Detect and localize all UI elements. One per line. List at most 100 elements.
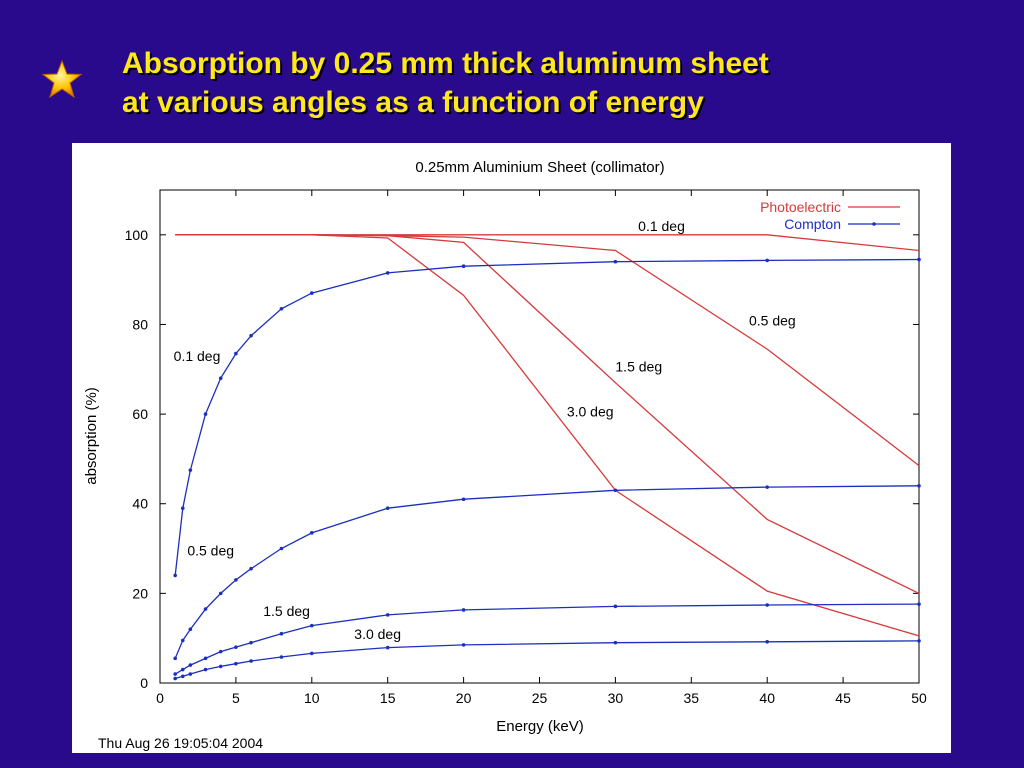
compton-data-point [917,639,921,643]
star-icon [41,59,83,99]
compton-data-point [310,651,314,656]
compton-data-point [203,656,208,661]
compton-data-point [218,649,223,654]
y-tick-label: 20 [132,585,148,601]
compton-data-point [180,667,185,672]
compton-data-point [385,613,390,617]
curve-annotation: 1.5 deg [263,603,310,619]
compton-data-point [249,640,253,645]
x-tick-label: 35 [684,690,700,706]
x-tick-label: 25 [532,690,548,706]
photoelectric-series-line-3 [175,234,920,637]
compton-data-point [279,631,284,636]
y-tick-label: 40 [132,496,148,512]
compton-data-point [385,645,390,650]
x-tick-label: 15 [380,690,396,706]
compton-data-point [765,603,769,607]
compton-data-point [234,351,238,356]
photoelectric-series-line-1 [175,234,920,467]
curve-annotation: 1.5 deg [615,359,662,375]
compton-data-point [218,591,223,596]
compton-data-point [279,306,284,311]
compton-data-point [279,546,284,551]
photoelectric-series-line-2 [175,234,920,594]
x-tick-label: 0 [156,690,164,706]
compton-data-point [218,376,223,381]
x-tick-label: 45 [835,690,851,706]
curve-annotation: 0.5 deg [749,312,796,328]
compton-data-point [765,485,769,489]
compton-data-point [203,412,208,416]
compton-data-point [203,667,208,672]
photoelectric-series-line-0 [175,234,920,252]
legend-compton-marker [872,222,876,226]
compton-data-point [173,672,177,676]
compton-series-line-6 [174,603,920,675]
compton-series-line-4 [174,258,920,576]
x-tick-label: 10 [304,690,320,706]
compton-data-point [613,259,618,264]
compton-data-point [180,506,185,511]
compton-data-point [385,271,390,275]
compton-data-point [613,488,618,493]
curve-annotation: 0.1 deg [174,348,221,364]
compton-series-line-7 [175,640,920,680]
y-tick-label: 60 [132,406,148,422]
chart-title: 0.25mm Aluminium Sheet (collimator) [415,159,664,176]
compton-data-point [173,573,177,578]
x-tick-label: 30 [608,690,624,706]
x-tick-label: 5 [232,690,240,706]
compton-data-point [917,602,921,606]
legend-compton-label: Compton [784,216,841,232]
x-tick-label: 40 [759,690,775,706]
y-tick-label: 80 [132,316,148,332]
compton-data-point [917,484,921,488]
compton-data-point [234,645,238,649]
curve-annotation: 3.0 deg [567,403,614,419]
y-tick-label: 0 [140,675,148,691]
compton-data-point [765,639,769,644]
compton-data-point [188,663,193,667]
legend-photoelectric-label: Photoelectric [760,199,841,215]
slide-title-line-1: Absorption by 0.25 mm thick aluminum she… [122,47,769,80]
x-axis-label: Energy (keV) [496,718,584,735]
compton-data-point [461,643,466,647]
compton-data-point [180,638,185,643]
compton-data-point [279,655,284,659]
slide-title-line-2: at various angles as a function of energ… [122,86,704,119]
compton-data-point [173,676,177,681]
compton-data-point [765,258,769,263]
compton-data-point [203,607,208,611]
compton-data-point [249,566,253,571]
compton-data-point [218,664,223,669]
legend: Photoelectric Compton [760,199,900,232]
compton-data-point [461,264,466,268]
compton-data-point [180,674,185,679]
compton-data-point [613,604,618,609]
curve-annotation: 0.5 deg [187,542,234,558]
compton-data-point [249,659,253,663]
chart-timestamp: Thu Aug 26 19:05:04 2004 [98,735,263,751]
x-tick-label: 50 [911,690,927,706]
slide-title: Absorption by 0.25 mm thick aluminum she… [122,44,982,122]
compton-data-point [188,627,193,632]
compton-data-point [188,468,193,472]
compton-data-point [385,506,390,511]
compton-data-point [188,672,193,676]
compton-data-point [461,497,466,502]
compton-data-point [613,640,618,645]
y-tick-label: 100 [125,227,149,243]
y-axis-label: absorption (%) [83,387,100,485]
compton-series-line-5 [174,485,920,659]
x-tick-label: 20 [456,690,472,706]
compton-data-point [234,661,238,666]
compton-data-point [461,608,466,612]
compton-data-point [310,623,314,628]
compton-data-point [917,257,921,262]
compton-data-point [310,291,314,295]
compton-data-point [234,578,238,582]
compton-data-point [310,531,314,535]
curve-annotation: 3.0 deg [354,626,401,642]
absorption-chart: 0.25mm Aluminium Sheet (collimator) 0 5 10… [83,159,927,751]
curve-annotation: 0.1 deg [638,218,685,234]
